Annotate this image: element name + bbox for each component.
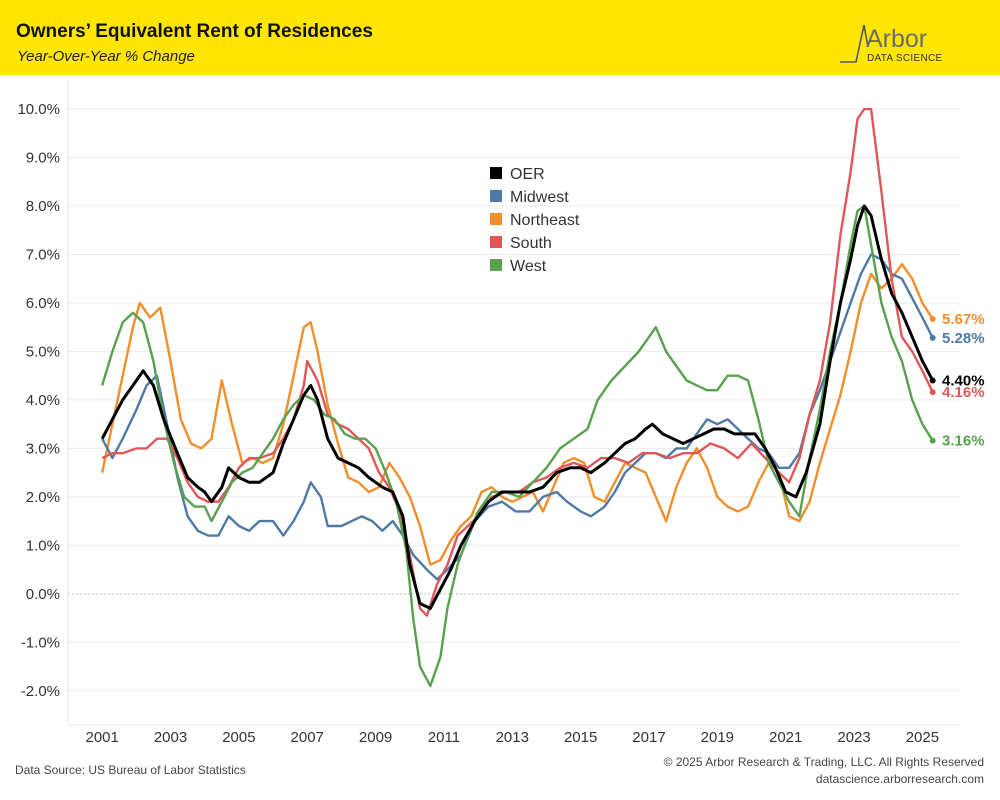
arbor-logo-mark-icon (840, 24, 869, 63)
x-tick-label: 2015 (564, 729, 597, 746)
legend-label-midwest: Midwest (510, 189, 569, 206)
line-chart: -2.0% -1.0% 0.0% 1.0% 2.0% 3.0% 4.0% 5.0% 6.0% 7.… (17, 80, 985, 746)
y-tick-label: 9.0% (26, 150, 60, 167)
y-tick-label: 7.0% (26, 247, 60, 264)
legend-label-west: West (510, 258, 547, 275)
y-tick-label: 0.0% (26, 586, 60, 603)
x-tick-label: 2025 (906, 729, 939, 746)
end-point-south (929, 389, 936, 396)
chart-title: Owners’ Equivalent Rent of Residences (16, 21, 373, 42)
y-tick-label: 2.0% (26, 489, 60, 506)
y-tick-label: 6.0% (26, 295, 60, 312)
series-line-northeast (101, 263, 934, 566)
x-axis-ticks: 2001 2003 2005 2007 2009 2011 2013 2015 2017 2019… (85, 729, 939, 746)
x-tick-label: 2019 (701, 729, 734, 746)
x-tick-label: 2013 (496, 729, 529, 746)
x-tick-label: 2023 (837, 729, 870, 746)
end-label-midwest: 5.28% (942, 330, 985, 347)
x-tick-label: 2005 (222, 729, 255, 746)
header-banner: Owners’ Equivalent Rent of Residences Ye… (0, 0, 1000, 75)
y-tick-label: 3.0% (26, 440, 60, 457)
x-tick-label: 2021 (769, 729, 802, 746)
end-label-oer: 4.40% (942, 373, 985, 390)
logo-word: Arbor (866, 25, 928, 53)
legend-label-south: South (510, 235, 552, 252)
end-labels: 5.67% 5.28% 4.16% 3.16% 4.40% (942, 311, 985, 450)
y-tick-label: -2.0% (21, 683, 60, 700)
x-tick-label: 2017 (632, 729, 665, 746)
x-tick-label: 2003 (154, 729, 187, 746)
chart-subtitle: Year-Over-Year % Change (17, 48, 195, 65)
series-lines (100, 107, 936, 688)
copyright-block: © 2025 Arbor Research & Trading, LLC. Al… (664, 754, 984, 788)
x-tick-label: 2001 (85, 729, 118, 746)
end-point-northeast (929, 315, 936, 322)
arbor-logo: Arbor DATA SCIENCE (838, 17, 958, 69)
end-label-northeast: 5.67% (942, 311, 985, 328)
end-label-south: 4.16% (942, 384, 985, 401)
y-tick-label: -1.0% (21, 634, 60, 651)
copyright-text: © 2025 Arbor Research & Trading, LLC. Al… (663, 755, 984, 769)
y-tick-label: 5.0% (26, 343, 60, 360)
end-point-oer (929, 377, 936, 384)
website-link[interactable]: datascience.arborresearch.com (815, 772, 984, 786)
legend-swatch-midwest (490, 190, 502, 202)
series-line-west (101, 204, 934, 688)
legend-label-oer: OER (510, 166, 545, 183)
end-label-west: 3.16% (942, 433, 985, 450)
legend-swatch-west (490, 259, 502, 271)
end-point-west (929, 437, 936, 444)
logo-subtext: DATA SCIENCE (867, 53, 943, 64)
x-tick-label: 2009 (359, 729, 392, 746)
x-tick-label: 2011 (428, 729, 460, 746)
legend: OER Midwest Northeast South West (490, 166, 580, 275)
y-axis-ticks: -2.0% -1.0% 0.0% 1.0% 2.0% 3.0% 4.0% 5.0% 6.0% 7.… (17, 101, 60, 700)
y-tick-label: 4.0% (26, 392, 60, 409)
legend-swatch-oer (490, 167, 502, 179)
y-tick-label: 1.0% (26, 537, 60, 554)
legend-swatch-south (490, 236, 502, 248)
end-point-midwest (929, 334, 936, 341)
series-line-south (101, 107, 934, 617)
series-line-oer (100, 204, 935, 610)
y-tick-label: 8.0% (26, 198, 60, 215)
legend-swatch-northeast (490, 213, 502, 225)
legend-label-northeast: Northeast (510, 212, 580, 229)
y-tick-label: 10.0% (17, 101, 60, 118)
data-source-note: Data Source: US Bureau of Labor Statisti… (15, 763, 246, 777)
x-tick-label: 2007 (291, 729, 324, 746)
